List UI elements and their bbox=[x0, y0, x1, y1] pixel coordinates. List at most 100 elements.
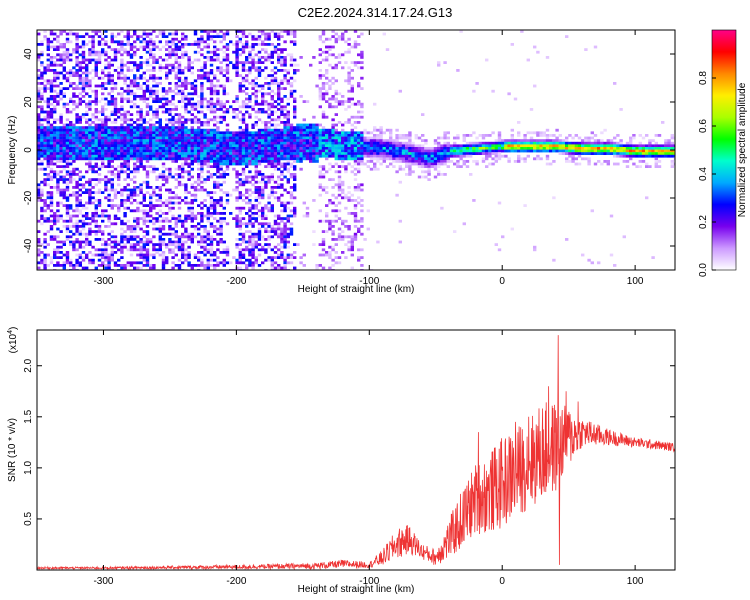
spectrogram-cell bbox=[267, 196, 271, 200]
spectrogram-cell bbox=[97, 118, 102, 122]
spectrogram-cell bbox=[277, 243, 281, 246]
spectrogram-cell bbox=[46, 48, 50, 51]
spectrogram-cell bbox=[43, 217, 47, 220]
spectrogram-cell bbox=[280, 149, 284, 153]
spectrogram-cell bbox=[357, 248, 361, 252]
spectrogram-cell bbox=[56, 160, 60, 163]
spectrogram-cell bbox=[241, 180, 246, 184]
spectrogram-cell bbox=[142, 131, 146, 135]
spectrogram-cell bbox=[88, 165, 92, 168]
spectrogram-cell bbox=[241, 63, 246, 67]
spectrogram-cell bbox=[158, 123, 162, 127]
spectrogram-cell bbox=[165, 157, 169, 161]
spectrogram-cell bbox=[299, 152, 303, 155]
spectrogram-cell bbox=[360, 56, 364, 59]
spectrogram-cell bbox=[145, 58, 150, 62]
spectrogram-cell bbox=[49, 201, 54, 205]
spectrogram-cell bbox=[347, 191, 351, 194]
spectrogram-cell bbox=[149, 147, 153, 150]
spectrogram-cell bbox=[110, 121, 114, 124]
spectrogram-cell bbox=[40, 110, 44, 114]
spectrogram-cell bbox=[107, 144, 111, 148]
spectrogram-cell bbox=[257, 61, 262, 64]
spectrogram-cell bbox=[203, 188, 207, 192]
spectrogram-cell bbox=[350, 212, 354, 215]
spectrogram-cell bbox=[94, 253, 98, 257]
spectrogram-cell bbox=[62, 225, 66, 228]
spectrogram-cell bbox=[75, 115, 79, 119]
spectrogram-cell bbox=[251, 123, 255, 127]
spectrogram-cell bbox=[145, 43, 150, 46]
spectrogram-cell bbox=[78, 256, 82, 259]
spectrogram-cell bbox=[267, 178, 271, 181]
spectrogram-cell bbox=[123, 43, 127, 46]
spectrogram-cell bbox=[200, 225, 204, 228]
spectrogram-cell bbox=[161, 162, 166, 166]
spectrogram-cell bbox=[56, 188, 60, 192]
spectrogram-cell bbox=[216, 126, 220, 129]
spectrogram-cell bbox=[126, 162, 130, 166]
spectrogram-cell bbox=[174, 232, 178, 236]
spectrogram-cell bbox=[104, 97, 108, 101]
spectrogram-cell bbox=[280, 128, 284, 132]
spectrogram-cell bbox=[245, 58, 249, 62]
spectrogram-cell bbox=[337, 35, 342, 38]
spectrogram-cell bbox=[107, 238, 111, 241]
spectrogram-cell bbox=[75, 167, 79, 171]
spectrogram-cell bbox=[49, 193, 54, 197]
spectrogram-cell bbox=[165, 71, 169, 75]
spectrogram-cell bbox=[280, 152, 284, 155]
spectrogram-cell bbox=[155, 154, 159, 158]
spectrogram-cell bbox=[139, 217, 143, 220]
spectrogram-cell bbox=[213, 209, 217, 213]
spectrogram-cell bbox=[350, 102, 354, 106]
spectrogram-cell bbox=[347, 76, 351, 80]
spectrogram-cell bbox=[46, 139, 50, 142]
spectrogram-cell bbox=[149, 139, 153, 142]
spectrogram-cell bbox=[267, 32, 271, 36]
spectrogram-cell bbox=[289, 56, 294, 59]
spectrogram-cell bbox=[270, 128, 274, 132]
spectrogram-cell bbox=[222, 173, 226, 176]
spectrogram-cell bbox=[270, 134, 274, 137]
spectrogram-cell bbox=[229, 212, 233, 215]
spectrogram-cell bbox=[155, 212, 159, 215]
spectrogram-cell bbox=[56, 58, 60, 62]
spectrogram-cell bbox=[165, 178, 169, 181]
spectrogram-cell bbox=[277, 149, 281, 153]
spectrogram-cell bbox=[248, 136, 252, 140]
spectrogram-cell bbox=[283, 152, 287, 155]
spectrogram-cell bbox=[184, 84, 188, 88]
spectrogram-cell bbox=[133, 261, 137, 265]
spectrogram-cell bbox=[209, 204, 214, 207]
spectrogram-cell bbox=[251, 266, 255, 270]
spectrogram-cell bbox=[171, 108, 175, 111]
spectrogram-cell bbox=[254, 186, 258, 189]
spectrogram-cell bbox=[337, 209, 342, 213]
spectrogram-cell bbox=[177, 206, 182, 210]
spectrogram-cell bbox=[110, 113, 114, 116]
spectrogram-cell bbox=[302, 100, 306, 103]
spectrogram-cell bbox=[209, 134, 214, 137]
spectrogram-cell bbox=[302, 253, 306, 257]
spectrogram-cell bbox=[126, 131, 130, 135]
spectrogram-cell bbox=[357, 134, 361, 137]
spectrogram-cell bbox=[158, 157, 162, 161]
spectrogram-cell bbox=[293, 141, 297, 145]
spectrogram-cell bbox=[347, 154, 351, 158]
spectrogram-cell bbox=[62, 56, 66, 59]
spectrogram-cell bbox=[88, 128, 92, 132]
spectrogram-cell bbox=[363, 131, 367, 135]
spectrogram-cell bbox=[177, 131, 182, 135]
spectrogram-cell bbox=[200, 128, 204, 132]
spectrogram-cell bbox=[254, 149, 258, 153]
spectrogram-cell bbox=[142, 82, 146, 85]
spectrogram-cell bbox=[270, 30, 274, 33]
spectrogram-cell bbox=[75, 147, 79, 150]
spectrogram-cell bbox=[37, 240, 41, 244]
spectrogram-cell bbox=[203, 199, 207, 202]
spectrogram-cell bbox=[177, 183, 182, 187]
spectrogram-cell bbox=[257, 141, 262, 145]
spectrogram-cell bbox=[270, 61, 274, 64]
spectrogram-cell bbox=[149, 204, 153, 207]
